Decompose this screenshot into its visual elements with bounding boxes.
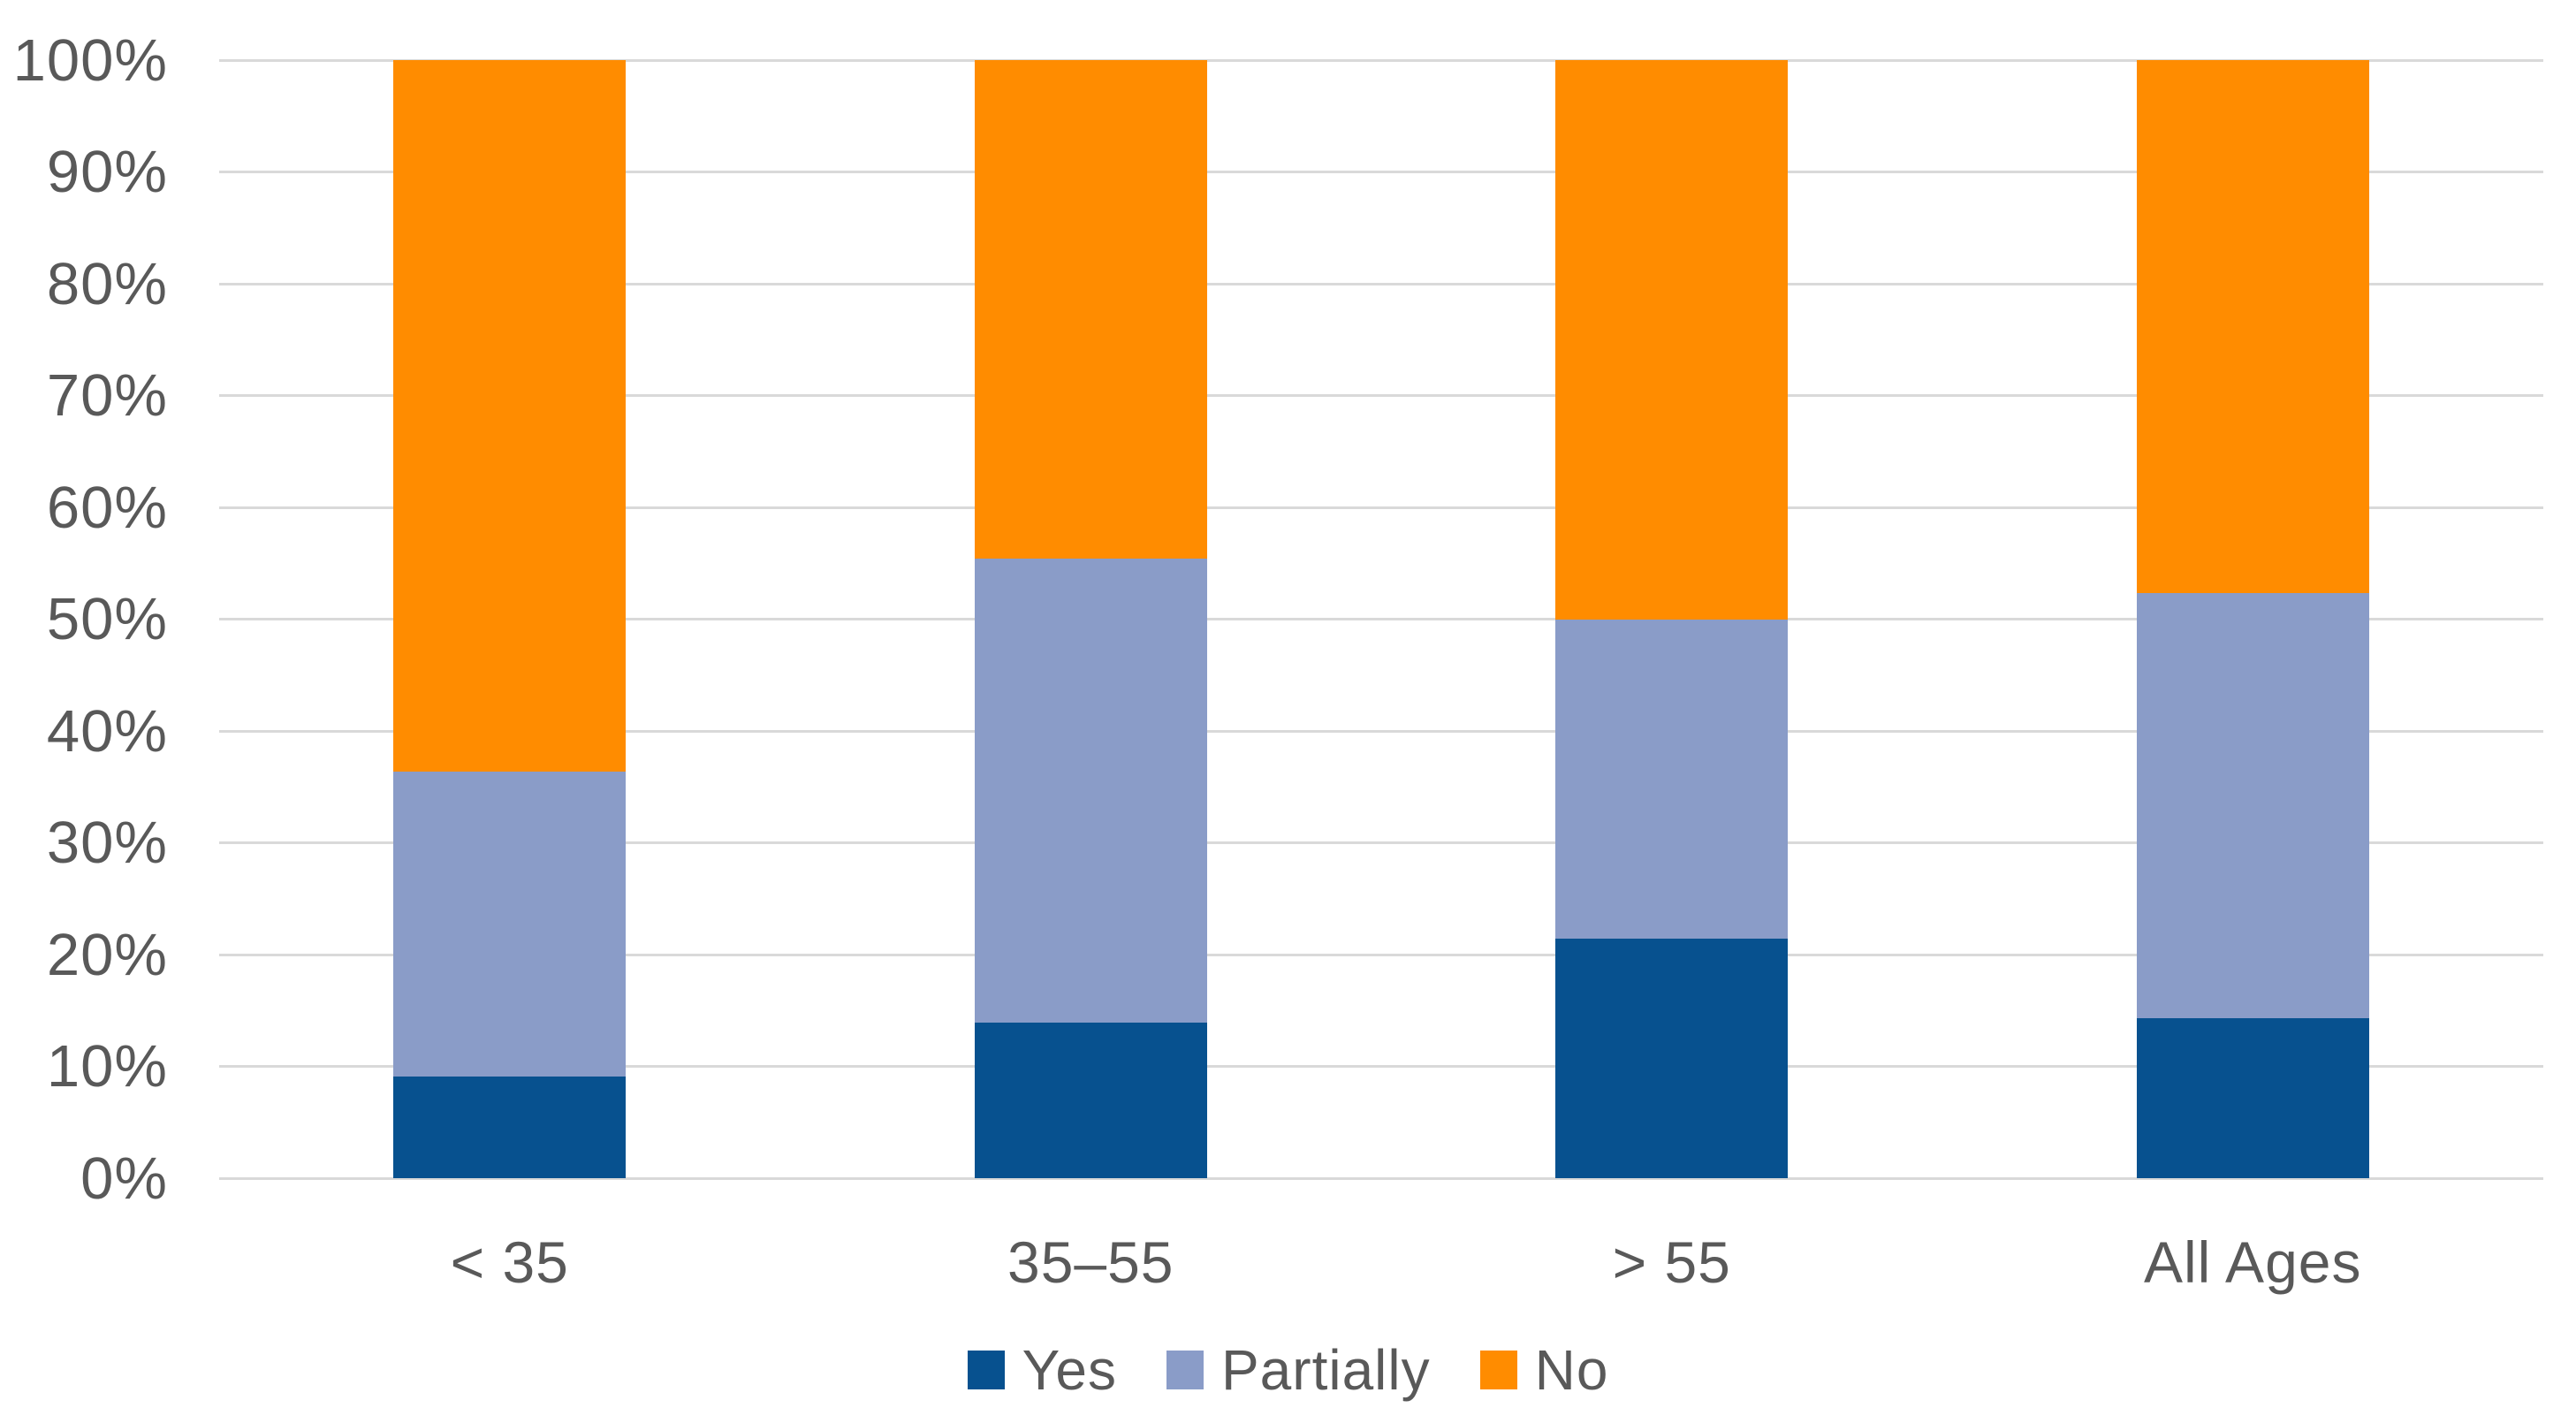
bar-segment-yes bbox=[393, 1076, 627, 1178]
bar-segment-yes bbox=[2136, 1018, 2369, 1178]
gridline bbox=[219, 953, 2543, 956]
gridline bbox=[219, 729, 2543, 733]
legend-label: No bbox=[1534, 1338, 1609, 1402]
bar-segment-no bbox=[1555, 60, 1789, 620]
y-axis-tick-label: 30% bbox=[46, 810, 168, 876]
gridline bbox=[219, 171, 2543, 173]
gridline bbox=[219, 282, 2543, 285]
legend-label: Yes bbox=[1022, 1338, 1117, 1402]
bar-segment-partially bbox=[393, 771, 627, 1077]
legend-swatch-icon-no bbox=[1479, 1351, 1517, 1389]
gridline bbox=[219, 1065, 2543, 1068]
bar-segment-no bbox=[974, 60, 1207, 559]
y-axis-tick-label: 60% bbox=[46, 474, 168, 541]
y-axis-tick-label: 80% bbox=[46, 250, 168, 317]
gridline bbox=[219, 618, 2543, 620]
y-axis-tick-label: 50% bbox=[46, 586, 168, 652]
bar-segment-no bbox=[393, 60, 627, 772]
bar-segment-yes bbox=[1555, 939, 1789, 1178]
gridline bbox=[219, 506, 2543, 509]
x-axis-category-label: 35–55 bbox=[1007, 1229, 1174, 1295]
legend-item-no: No bbox=[1479, 1337, 1609, 1403]
bar-segment-partially bbox=[974, 559, 1207, 1023]
x-axis-category-label: < 35 bbox=[450, 1229, 569, 1295]
legend-item-yes: Yes bbox=[967, 1337, 1117, 1403]
y-axis-tick-label: 100% bbox=[12, 27, 168, 94]
x-axis-category-label: > 55 bbox=[1612, 1229, 1731, 1295]
gridline bbox=[219, 1176, 2543, 1180]
bar-segment-partially bbox=[2136, 593, 2369, 1019]
y-axis-tick-label: 40% bbox=[46, 697, 168, 765]
bar-segment-partially bbox=[1555, 619, 1789, 940]
gridline bbox=[219, 394, 2543, 397]
bar-segment-yes bbox=[974, 1023, 1207, 1178]
y-axis-tick-label: 20% bbox=[46, 921, 168, 988]
bar-stack-55 bbox=[1555, 60, 1789, 1178]
bar-segment-no bbox=[2136, 60, 2369, 594]
legend-label: Partially bbox=[1220, 1338, 1431, 1402]
bar-stack-35-55 bbox=[974, 60, 1207, 1178]
legend: Yes Partially No bbox=[0, 1330, 2576, 1410]
legend-swatch-icon-partially bbox=[1166, 1351, 1204, 1389]
legend-item-partially: Partially bbox=[1166, 1337, 1431, 1403]
gridline bbox=[219, 58, 2543, 62]
gridline bbox=[219, 841, 2543, 844]
y-axis-tick-label: 70% bbox=[46, 362, 168, 429]
y-axis-tick-label: 90% bbox=[46, 139, 168, 205]
y-axis-tick-label: 0% bbox=[80, 1145, 168, 1212]
y-axis-tick-label: 10% bbox=[46, 1033, 168, 1100]
bar-stack-35 bbox=[393, 60, 627, 1178]
bar-stack-all-ages bbox=[2136, 60, 2369, 1178]
legend-swatch-icon-yes bbox=[967, 1351, 1005, 1389]
x-axis-category-label: All Ages bbox=[2144, 1229, 2362, 1295]
